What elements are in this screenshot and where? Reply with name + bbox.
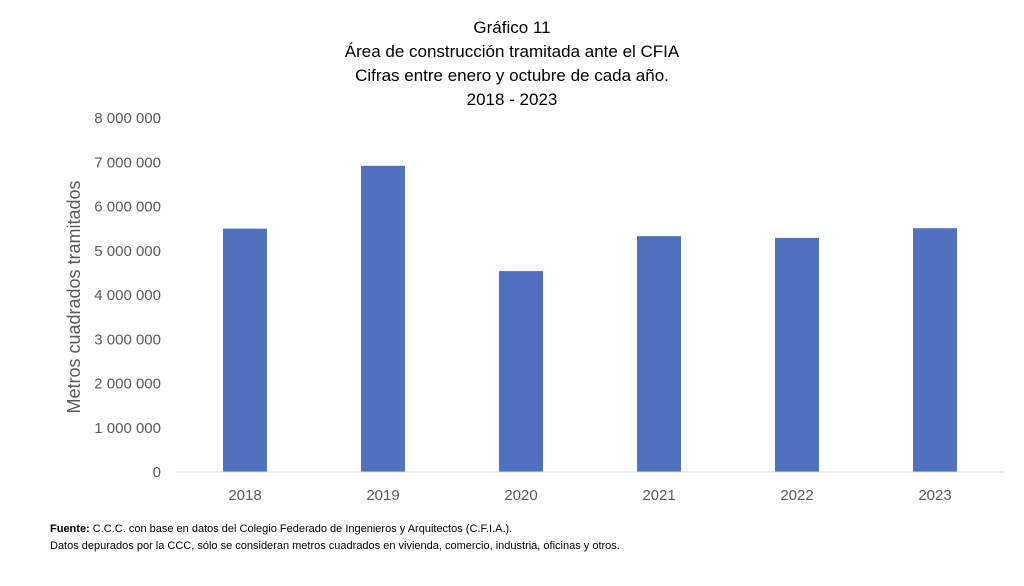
bars: [223, 165, 957, 473]
x-tick-label: 2018: [228, 487, 261, 504]
x-tick-label: 2023: [918, 487, 951, 504]
chart-title: Gráfico 11 Área de construcción tramitad…: [0, 16, 1024, 112]
bar-2023: [913, 228, 957, 472]
y-tick-label: 7 000 000: [94, 154, 161, 171]
source-label: Fuente:: [50, 523, 90, 535]
x-tick-label: 2021: [642, 487, 675, 504]
x-tick-label: 2020: [504, 487, 537, 504]
footnote: Fuente: C.C.C. con base en datos del Col…: [50, 521, 620, 555]
source-line: Fuente: C.C.C. con base en datos del Col…: [50, 521, 620, 538]
y-tick-label: 0: [153, 464, 161, 481]
y-axis-ticks: 0 1 000 000 2 000 000 3 000 000 4 000 000 5 0…: [94, 110, 161, 481]
y-tick-label: 5 000 000: [94, 243, 161, 260]
chart-title-line-1: Gráfico 11: [473, 18, 551, 37]
chart-title-line-3: Cifras entre enero y octubre de cada año…: [355, 66, 669, 85]
y-tick-label: 3 000 000: [94, 331, 161, 348]
bar-2019: [361, 165, 405, 473]
source-text: C.C.C. con base en datos del Colegio Fed…: [89, 523, 513, 535]
bar-2018: [223, 228, 267, 472]
y-tick-label: 8 000 000: [94, 110, 161, 127]
note-line: Datos depurados por la CCC, sólo se cons…: [50, 540, 620, 552]
x-tick-label: 2022: [780, 487, 813, 504]
y-axis-label: Metros cuadrados tramitados: [64, 180, 84, 413]
y-tick-label: 2 000 000: [94, 376, 161, 393]
bar-2020: [499, 271, 543, 472]
bar-2021: [637, 236, 681, 472]
chart-title-line-4: 2018 - 2023: [466, 90, 558, 109]
chart-title-line-2: Área de construcción tramitada ante el C…: [344, 42, 680, 61]
y-tick-label: 4 000 000: [94, 287, 161, 304]
bar-2022: [775, 237, 819, 472]
y-tick-label: 6 000 000: [94, 199, 161, 216]
x-tick-label: 2019: [366, 487, 399, 504]
x-axis-ticks: 2018 2019 2020 2021 2022 2023: [228, 487, 951, 504]
y-tick-label: 1 000 000: [94, 420, 161, 437]
